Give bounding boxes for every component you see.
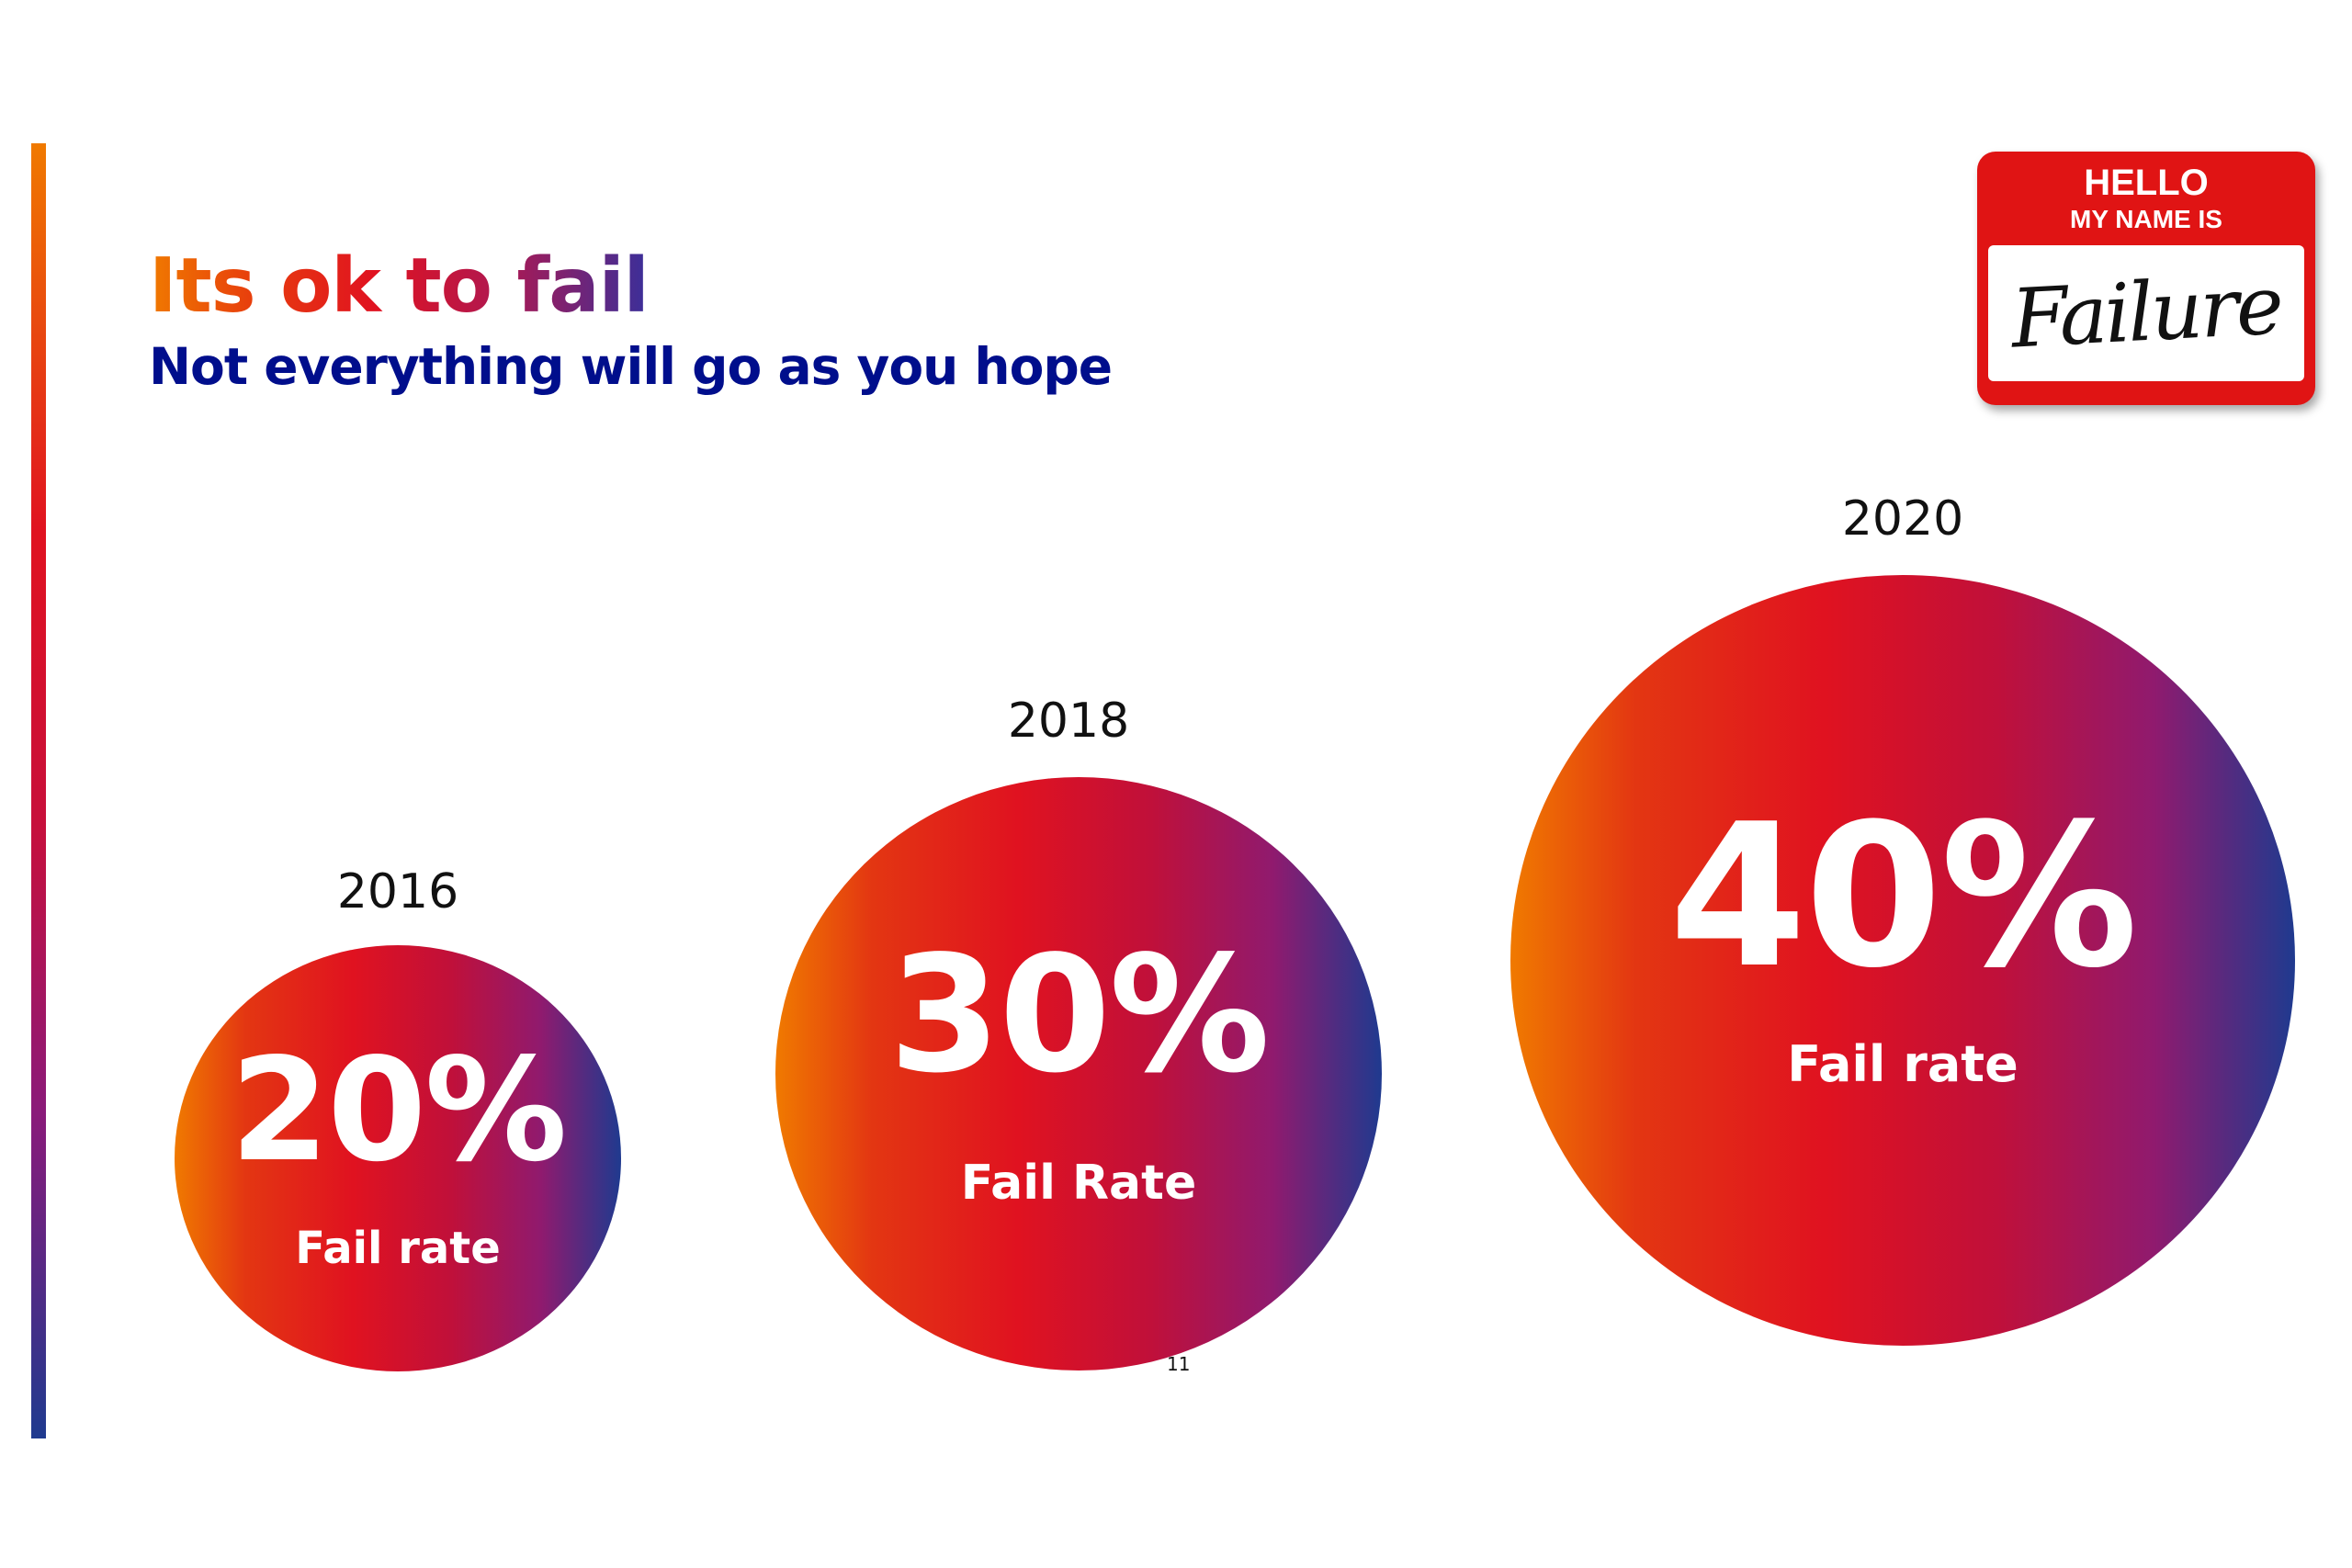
accent-gradient-bar [31,143,46,1438]
name-tag-card: Failure [1988,245,2304,381]
fail-rate-label: Fail rate [295,1223,501,1274]
page-number: 11 [1167,1353,1191,1375]
fail-rate-label: Fail rate [1787,1035,2018,1093]
year-label-2020: 2020 [1841,491,1964,547]
fail-rate-bubble-2016: 20% Fail rate [175,945,621,1371]
year-label-2016: 2016 [336,864,459,919]
year-label-2018: 2018 [1007,694,1130,749]
fail-rate-value: 40% [1668,781,2139,1011]
slide-title: Its ok to fail [149,241,650,333]
fail-rate-value: 30% [888,922,1271,1109]
fail-rate-bubble-2018: 30% Fail Rate [775,777,1382,1371]
slide-subtitle: Not everything will go as you hope [149,337,1113,396]
fail-rate-value: 20% [230,1027,567,1193]
name-tag-name: Failure [2008,257,2284,367]
name-tag-my-name-is: MY NAME IS [2070,205,2222,233]
fail-rate-bubble-2020: 40% Fail rate [1510,575,2295,1346]
name-tag-hello: HELLO [2084,163,2209,203]
fail-rate-label: Fail Rate [960,1156,1197,1211]
name-tag-sticker: HELLO MY NAME IS Failure [1977,152,2315,405]
